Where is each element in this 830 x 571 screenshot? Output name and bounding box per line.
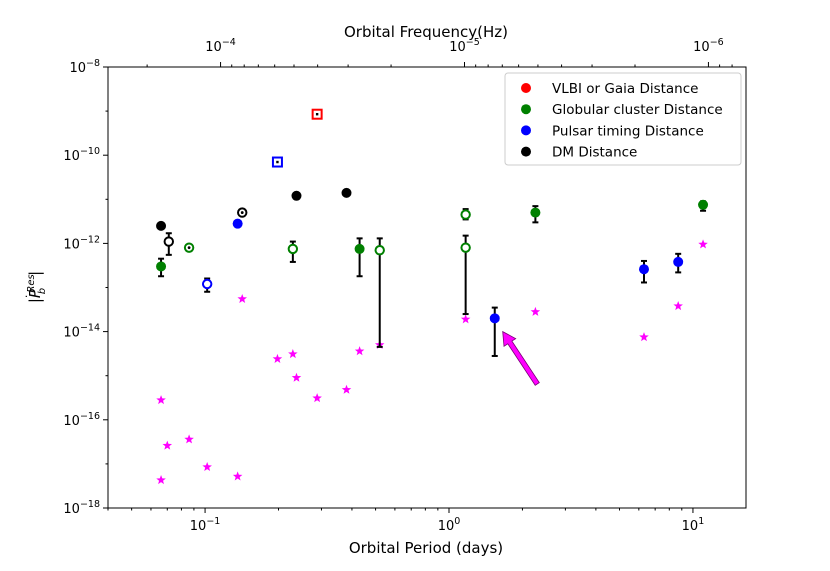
model-star (291, 372, 302, 382)
data-markers (156, 108, 709, 324)
model-star (156, 395, 166, 405)
x-axis-ticks: 10−1 100 101 (107, 508, 705, 534)
model-star (673, 301, 683, 311)
legend-marker (521, 146, 531, 157)
open-marker (287, 243, 299, 255)
top-tick-label: 10−4 (205, 37, 236, 55)
open-marker (460, 209, 471, 220)
model-star (341, 384, 352, 394)
model-stars (156, 239, 708, 485)
filled-marker (638, 264, 649, 275)
y-axis-ticks: 10−8 10−10 10−12 10−14 10−16 10−18 (63, 58, 108, 517)
legend-label: VLBI or Gaia Distance (552, 81, 698, 97)
legend-label: Globular cluster Distance (552, 102, 723, 118)
x-tick-label: 100 (438, 516, 461, 534)
filled-marker (291, 190, 302, 201)
top-axis-label: Orbital Frequency(Hz) (344, 23, 508, 41)
model-star (232, 471, 243, 481)
model-star (156, 475, 166, 485)
y-tick-label: 10−16 (63, 411, 100, 429)
y-tick-label: 10−18 (63, 499, 100, 517)
svg-text:|P·Resb|: |P·Resb| (20, 271, 48, 303)
x-tick-label: 101 (682, 516, 705, 534)
model-star (530, 306, 541, 316)
annotation-arrow (502, 330, 540, 386)
marker-center-dot (276, 160, 279, 164)
x-tick-label: 10−1 (190, 516, 221, 534)
model-star (184, 434, 194, 444)
filled-marker (673, 256, 684, 267)
x-axis-label: Orbital Period (days) (349, 539, 503, 557)
model-star (312, 393, 322, 403)
top-tick-label: 10−6 (693, 37, 724, 55)
y-tick-label: 10−8 (69, 58, 100, 76)
y-tick-label: 10−14 (63, 323, 100, 341)
model-star (237, 293, 247, 303)
model-star (272, 353, 283, 363)
legend-marker (521, 83, 531, 93)
y-tick-label: 10−12 (63, 234, 100, 252)
filled-marker (341, 187, 352, 198)
filled-marker (156, 220, 167, 231)
model-star (202, 462, 212, 472)
marker-center-dot (315, 113, 319, 116)
filled-marker (530, 207, 541, 218)
model-star (698, 239, 708, 249)
legend-label: Pulsar timing Distance (552, 123, 704, 139)
arrow-shape (502, 330, 540, 386)
y-tick-label: 10−10 (63, 146, 100, 164)
open-marker (374, 245, 385, 256)
filled-marker (489, 313, 500, 324)
filled-marker (698, 199, 709, 210)
open-marker (201, 278, 213, 290)
model-star (639, 332, 649, 342)
legend-marker (521, 125, 531, 136)
marker-center-dot (240, 211, 244, 214)
model-star (288, 349, 298, 359)
legend: VLBI or Gaia Distance Globular cluster Di… (504, 72, 742, 166)
top-axis-ticks: 10−4 10−5 10−6 (146, 37, 733, 67)
legend-marker (521, 104, 531, 115)
model-star (162, 440, 173, 450)
open-marker (460, 242, 471, 253)
marker-center-dot (187, 246, 191, 250)
filled-marker (156, 261, 167, 272)
model-star (354, 346, 365, 356)
top-tick-label: 10−5 (449, 37, 480, 55)
filled-marker (232, 218, 243, 229)
legend-box (504, 72, 742, 166)
y-axis-label: |P·Resb| (20, 271, 48, 303)
model-star (460, 314, 471, 324)
filled-marker (354, 243, 365, 254)
legend-label: DM Distance (552, 145, 637, 161)
open-marker (163, 236, 174, 247)
